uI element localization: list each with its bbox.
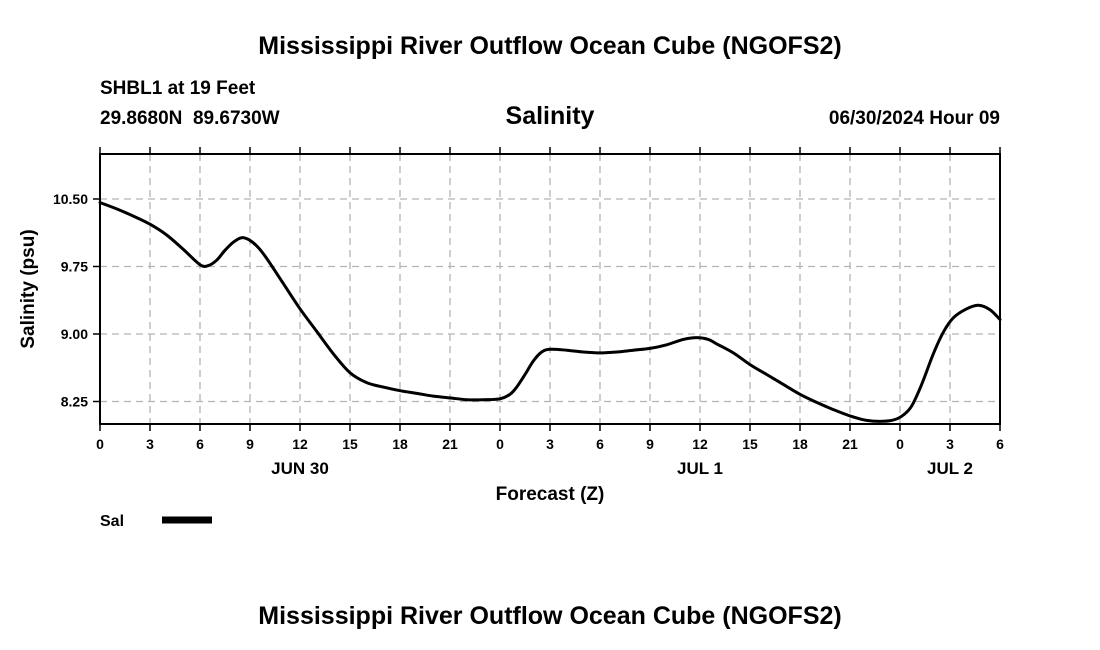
station-label: SHBL1 at 19 Feet [100,78,256,99]
coordinates-label: 29.8680N 89.6730W [100,108,280,129]
y-tick-label-1: 9.00 [61,326,88,342]
x-tick-label-14: 18 [792,436,808,452]
x-tick-label-0: 0 [96,436,104,452]
x-tick-label-8: 0 [496,436,504,452]
legend-label-sal: Sal [100,513,124,530]
series-layer [98,201,1002,423]
x-axis-label: Forecast (Z) [496,484,605,505]
x-tick-label-1: 3 [146,436,154,452]
x-tick-label-18: 6 [996,436,1004,452]
y-tick-labels: 8.25 9.00 9.75 10.50 [53,191,88,410]
x-tick-label-16: 0 [896,436,904,452]
x-tick-label-13: 15 [742,436,758,452]
x-tick-label-2: 6 [196,436,204,452]
x-tick-label-7: 21 [442,436,458,452]
chart-title: Salinity [506,102,595,130]
x-tick-label-11: 9 [646,436,654,452]
date-labels: JUN 30 JUL 1 JUL 2 [271,459,973,478]
x-tick-label-9: 3 [546,436,554,452]
x-tick-label-10: 6 [596,436,604,452]
x-tick-label-17: 3 [946,436,954,452]
y-axis-label: Salinity (psu) [18,229,39,348]
footer-title: Mississippi River Outflow Ocean Cube (NG… [258,602,841,630]
legend: Sal [100,513,212,530]
x-tick-label-5: 15 [342,436,358,452]
x-tick-labels: 0 3 6 9 12 15 18 21 0 3 6 9 12 15 18 21 0 3 6 [96,436,1004,452]
x-tick-label-15: 21 [842,436,858,452]
y-tick-label-2: 9.75 [61,259,88,275]
series-line-sal [98,201,1002,423]
grid-lines [100,154,1000,424]
axis-ticks [93,147,1001,431]
x-tick-label-4: 12 [292,436,308,452]
x-tick-label-6: 18 [392,436,408,452]
y-tick-label-0: 8.25 [61,394,88,410]
y-tick-label-3: 10.50 [53,191,88,207]
forecast-datetime: 06/30/2024 Hour 09 [829,108,1000,129]
date-label-0: JUN 30 [271,459,329,478]
x-tick-label-12: 12 [692,436,708,452]
x-tick-label-3: 9 [246,436,254,452]
page-title: Mississippi River Outflow Ocean Cube (NG… [258,32,841,60]
date-label-1: JUL 1 [677,459,723,478]
date-label-2: JUL 2 [927,459,973,478]
